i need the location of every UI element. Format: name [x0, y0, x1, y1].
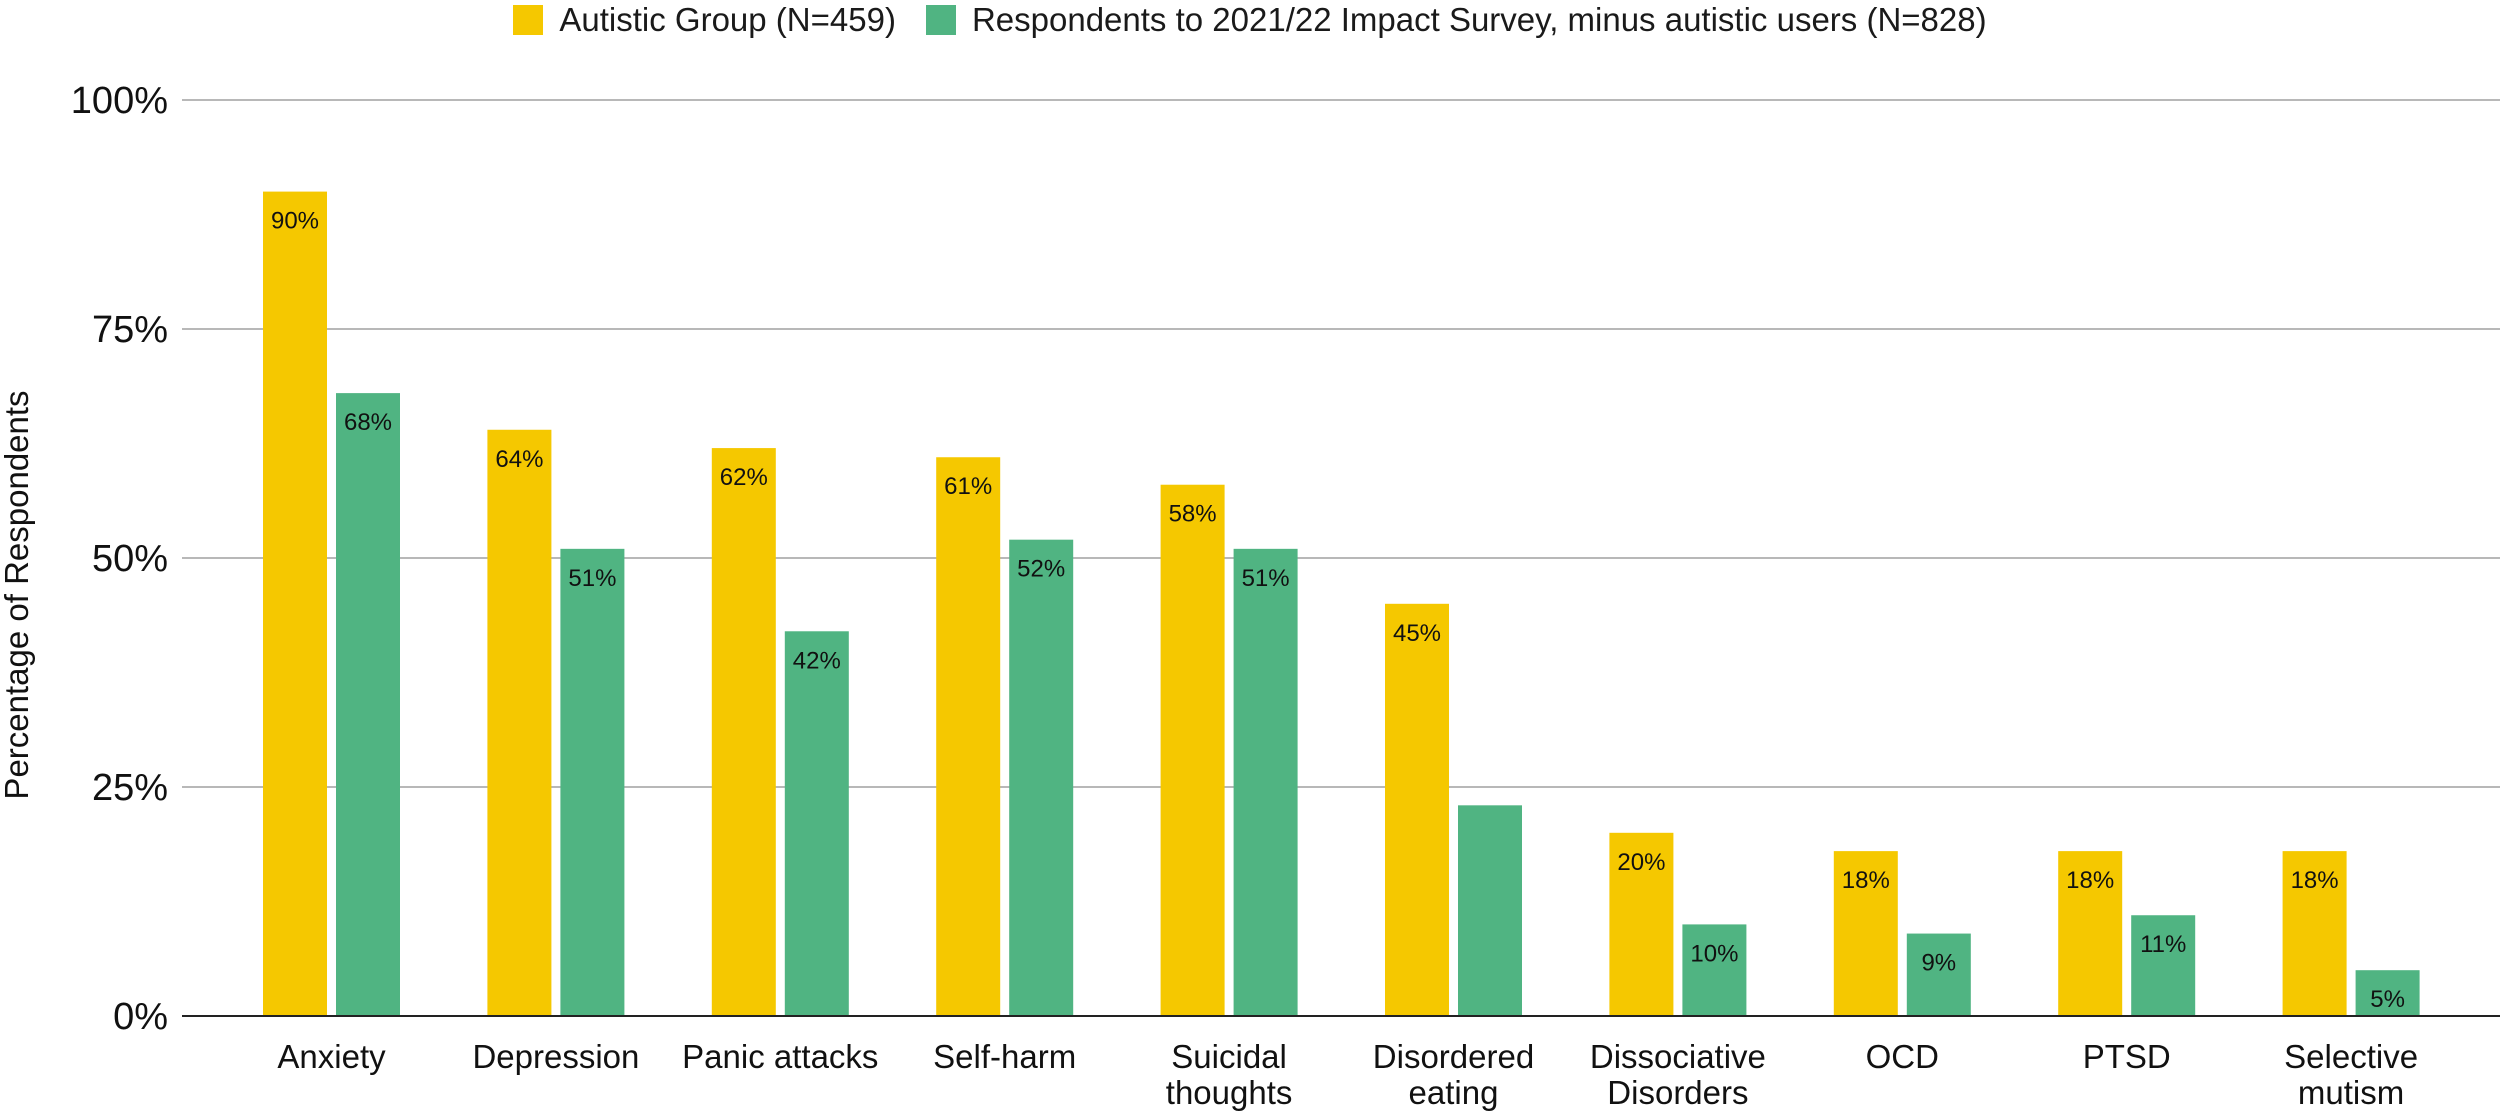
bar [263, 191, 327, 1017]
x-tick-label: Suicidal [1171, 1038, 1287, 1075]
data-label: 58% [1169, 501, 1217, 528]
data-label: 90% [271, 208, 319, 235]
bar [2282, 851, 2347, 1016]
data-label: 45% [1393, 620, 1441, 647]
data-label: 52% [1017, 556, 1065, 583]
data-label: 64% [495, 446, 543, 473]
data-label: 51% [1242, 565, 1290, 592]
bar [1906, 933, 1971, 1016]
data-label: 61% [944, 473, 992, 500]
bar [1682, 924, 1747, 1016]
x-tick-label: Anxiety [277, 1038, 386, 1075]
x-tick-label: thoughts [1166, 1074, 1293, 1111]
legend-swatch-survey [925, 5, 956, 35]
bar [1160, 484, 1225, 1017]
data-label: 51% [568, 565, 616, 592]
legend-label-survey: Respondents to 2021/22 Impact Survey, mi… [971, 1, 1987, 38]
bar [711, 448, 776, 1017]
x-tick-label: PTSD [2083, 1038, 2171, 1075]
legend-label-autistic: Autistic Group (N=459) [559, 1, 896, 38]
bar [487, 429, 552, 1016]
data-label: 18% [2291, 867, 2339, 894]
data-label: 10% [1690, 940, 1738, 967]
data-label: 68% [344, 409, 392, 436]
legend: Autistic Group (N=459) Respondents to 20… [0, 0, 2500, 40]
x-tick-label: Panic attacks [682, 1038, 878, 1075]
x-tick-label: OCD [1866, 1038, 1939, 1075]
bar [560, 548, 625, 1016]
bar [2131, 915, 2196, 1016]
y-tick-label: 50% [92, 538, 168, 580]
bar [1385, 603, 1449, 1016]
bar [1009, 539, 1074, 1016]
data-label: 62% [720, 464, 768, 491]
data-label: 20% [1617, 849, 1665, 876]
data-label: 9% [1921, 950, 1956, 977]
bar [336, 393, 400, 1016]
data-label: 42% [793, 647, 841, 674]
y-tick-label: 100% [71, 80, 168, 122]
bar [936, 457, 1001, 1016]
data-label: 5% [2370, 986, 2405, 1013]
bar [784, 631, 849, 1016]
data-label: 18% [1842, 867, 1890, 894]
y-tick-label: 25% [92, 767, 168, 809]
bar [1233, 548, 1298, 1016]
legend-swatch-autistic [513, 5, 544, 35]
bar [2355, 970, 2420, 1016]
x-tick-label: Dissociative [1590, 1038, 1766, 1075]
bar [2058, 851, 2123, 1016]
x-tick-label: Disordered [1373, 1038, 1534, 1075]
x-tick-label: Selective [2284, 1038, 2418, 1075]
y-tick-label: 75% [92, 309, 168, 351]
bar [1609, 832, 1674, 1016]
legend-item-survey: Respondents to 2021/22 Impact Survey, mi… [925, 1, 1987, 39]
x-tick-label: Self-harm [933, 1038, 1076, 1075]
x-tick-label: Depression [472, 1038, 639, 1075]
x-tick-label: eating [1409, 1074, 1499, 1111]
y-tick-label: 0% [113, 996, 168, 1038]
bar [1458, 805, 1522, 1016]
data-label: 18% [2066, 867, 2114, 894]
legend-item-autistic: Autistic Group (N=459) [513, 1, 896, 39]
data-label: 11% [2140, 931, 2186, 958]
x-tick-label: Disorders [1607, 1074, 1748, 1111]
y-axis-title: Percentage of Respondents [0, 390, 35, 799]
bar [1833, 851, 1898, 1016]
x-tick-label: mutism [2298, 1074, 2404, 1111]
